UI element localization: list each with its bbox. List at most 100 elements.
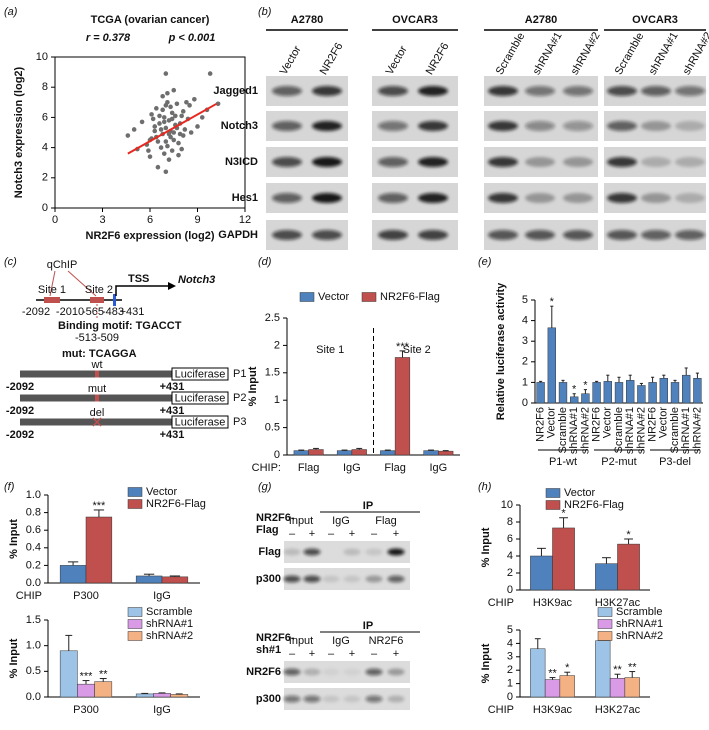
lane-label: IgG [332, 635, 350, 647]
construct-name: P2 [233, 392, 246, 404]
blot-band [343, 548, 361, 556]
group-header: A2780 [525, 14, 557, 26]
y-tick-label: 1 [507, 678, 513, 690]
y-axis-label: Notch3 expression (log2) [13, 66, 25, 198]
legend-label: shRNA#1 [616, 618, 663, 630]
scatter-point [207, 71, 213, 76]
significance: *** [396, 341, 410, 353]
scatter-point [163, 169, 169, 175]
scatter-point [184, 100, 189, 105]
y-axis-label: % Input [247, 366, 259, 406]
y-tick-label: 0.6 [26, 524, 41, 536]
blot-band [272, 157, 302, 167]
bar [637, 385, 646, 404]
bar [438, 450, 454, 456]
y-tick-label: 4 [522, 315, 528, 327]
x-tick-label: shRNA#2 [691, 407, 703, 454]
bar [617, 543, 640, 591]
blot-band [365, 548, 383, 556]
scatter-point [161, 151, 167, 156]
x-tick-label: 6 [147, 214, 153, 226]
lane-label: Vector [278, 44, 304, 77]
y-tick-label: 0.0 [26, 691, 41, 703]
blot-band [312, 193, 342, 203]
scatter-point [182, 127, 188, 132]
blot-band [607, 230, 637, 240]
blot-band [525, 157, 555, 167]
legend-label: Vector [146, 486, 178, 498]
row-label: p300 [256, 573, 281, 585]
y-tick-label: 0 [507, 691, 513, 703]
blot-band [387, 668, 405, 676]
bar [530, 648, 546, 698]
scatter-point [179, 113, 184, 119]
site-box [44, 297, 60, 303]
scatter-point [169, 148, 175, 153]
lane-label: Input [289, 635, 313, 647]
x-tick-label: Vector [602, 407, 614, 439]
scatter-point [163, 125, 169, 131]
site-label: Site 1 [38, 284, 66, 296]
ip-label: IP [363, 620, 373, 632]
scatter-point [176, 152, 181, 158]
blot-band [563, 157, 593, 167]
group-label: Site 1 [316, 344, 344, 356]
scatter-point [163, 71, 169, 76]
panel-label: (f) [4, 481, 15, 493]
category-title: CHIP [488, 704, 514, 716]
y-tick-label: 2 [274, 339, 280, 351]
bar [135, 575, 163, 584]
tss-arrow [115, 285, 168, 296]
coord-label: -2010 [56, 306, 84, 318]
x-tick-label: IgG [343, 462, 361, 474]
bar [670, 382, 680, 404]
blot-band [312, 86, 342, 96]
x-tick-label: shRNA#1 [624, 407, 636, 454]
sign-label: + [349, 528, 355, 540]
scatter-point [158, 145, 164, 150]
panel-label: (a) [4, 6, 18, 18]
reporter-box [171, 391, 229, 405]
blot-band [607, 193, 637, 203]
scatter-point [179, 146, 184, 152]
scatter-point [171, 87, 177, 93]
scatter-point [199, 115, 205, 120]
bar [161, 576, 189, 584]
scatter-point [174, 101, 180, 107]
lane-label: IgG [332, 515, 350, 527]
blot-band [675, 86, 705, 96]
sign-label: – [289, 528, 296, 540]
legend-swatch [545, 500, 561, 510]
scatter-point [166, 131, 172, 137]
coord-label: -2092 [6, 405, 34, 417]
group-label: Site 2 [403, 344, 431, 356]
coord-label: +431 [120, 306, 145, 318]
blot-band [675, 121, 705, 131]
blot-band [488, 157, 518, 167]
blot-band [343, 668, 361, 676]
construct-tag: del [90, 407, 105, 419]
row-label: GAPDH [218, 229, 258, 241]
lane-label: NR2F6 [369, 635, 404, 647]
row-label: Flag [258, 546, 281, 558]
group-header: OVCAR3 [632, 14, 678, 26]
x-tick-label: Vector [658, 407, 670, 439]
blot-band [641, 230, 671, 240]
scatter-point [168, 104, 173, 110]
legend-label: NR2F6-Flag [146, 498, 206, 510]
scatter-point [188, 130, 194, 135]
coord-label: -2092 [22, 306, 50, 318]
blot-band [607, 86, 637, 96]
y-tick-label: 10 [36, 51, 48, 63]
blot-band [675, 230, 705, 240]
legend-swatch [127, 607, 143, 617]
sign-label: + [349, 648, 355, 660]
blot-band [283, 668, 301, 676]
bar [581, 393, 590, 404]
significance: *** [92, 500, 106, 512]
x-tick-label: Scramble [613, 407, 625, 453]
condition-label: NR2F6- [256, 512, 295, 524]
row-label: Notch3 [221, 120, 258, 132]
legend-swatch [597, 607, 613, 617]
y-tick-label: 0 [507, 584, 513, 596]
